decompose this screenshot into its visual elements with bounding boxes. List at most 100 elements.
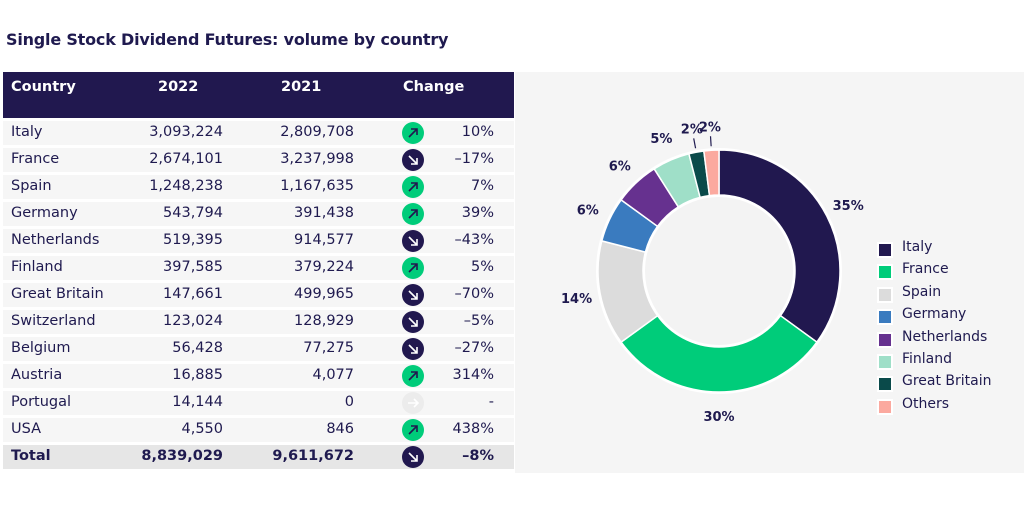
country-cell: Belgium (11, 340, 71, 356)
volume-table: Country 2022 2021 Change Italy 3,093,224 2… (3, 72, 514, 469)
country-cell: Italy (11, 124, 43, 140)
slice-label: 5% (650, 132, 672, 147)
volume-2022-cell: 8,839,029 (141, 448, 223, 464)
legend-swatch (877, 353, 893, 370)
legend-swatch (877, 376, 893, 393)
legend-swatch (877, 331, 893, 348)
volume-2022-cell: 147,661 (163, 286, 223, 302)
slice-label: 2% (699, 120, 721, 135)
country-cell: Spain (11, 178, 52, 194)
volume-2022-cell: 2,674,101 (149, 151, 223, 167)
country-cell: Portugal (11, 394, 72, 410)
table-header: Country 2022 2021 Change (3, 72, 514, 118)
arrow-down-right-icon (402, 338, 424, 360)
volume-2021-cell: 128,929 (294, 313, 354, 329)
arrow-down-right-icon (402, 284, 424, 306)
volume-2022-cell: 543,794 (163, 205, 223, 221)
legend-swatch (877, 286, 893, 303)
legend-label: Italy (902, 239, 933, 255)
arrow-up-right-icon (402, 203, 424, 225)
slice-label: 6% (609, 159, 631, 174)
change-cell: –8% (462, 448, 494, 464)
slice-label: 30% (703, 410, 734, 425)
change-cell: 7% (470, 178, 494, 194)
volume-2021-cell: 846 (326, 421, 354, 437)
volume-2021-cell: 391,438 (294, 205, 354, 221)
table-row: Spain 1,248,238 1,167,635 7% (3, 175, 514, 199)
legend-swatch (877, 264, 893, 281)
table-row: France 2,674,101 3,237,998 –17% (3, 148, 514, 172)
change-cell: –27% (454, 340, 494, 356)
legend-label: Spain (902, 283, 942, 300)
table-row: Belgium 56,428 77,275 –27% (3, 337, 514, 361)
volume-2022-cell: 397,585 (163, 259, 223, 275)
volume-2022-cell: 123,024 (163, 313, 223, 329)
header-country: Country (11, 79, 76, 95)
country-cell: Germany (11, 205, 78, 221)
legend-label: Great Britain (902, 373, 992, 390)
change-cell: 39% (461, 205, 494, 221)
arrow-up-right-icon (402, 419, 424, 441)
volume-2022-cell: 1,248,238 (149, 178, 223, 194)
chart-title: Single Stock Dividend Futures: volume by… (6, 30, 449, 49)
label-leader-line (693, 138, 697, 149)
change-cell: 314% (452, 367, 494, 383)
table-row: Austria 16,885 4,077 314% (3, 364, 514, 388)
change-cell: –17% (454, 151, 494, 167)
volume-2022-cell: 56,428 (172, 340, 223, 356)
donut-chart: 35% 30% 14% 6% 6% 5% 2%2% (561, 120, 864, 425)
change-cell: - (488, 394, 494, 410)
volume-2021-cell: 77,275 (303, 340, 354, 356)
volume-2022-cell: 14,144 (172, 394, 223, 410)
slice-label: 35% (833, 199, 864, 214)
volume-2022-cell: 3,093,224 (149, 124, 223, 140)
country-cell: France (11, 151, 60, 167)
arrow-up-right-icon (402, 365, 424, 387)
change-cell: –43% (454, 232, 494, 248)
slice-label: 6% (577, 203, 599, 218)
legend-label: Germany (902, 306, 967, 323)
legend-label: Others (902, 395, 950, 412)
total-row: Total 8,839,029 9,611,672 –8% (3, 445, 514, 469)
header-2021: 2021 (281, 79, 322, 95)
arrow-down-right-icon (402, 311, 424, 333)
country-cell: Switzerland (11, 313, 96, 329)
arrow-up-right-icon (402, 176, 424, 198)
table-row: Germany 543,794 391,438 39% (3, 202, 514, 226)
arrow-down-right-icon (402, 446, 424, 468)
volume-2022-cell: 4,550 (181, 421, 223, 437)
arrow-down-right-icon (402, 149, 424, 171)
table-row: Netherlands 519,395 914,577 –43% (3, 229, 514, 253)
change-cell: –5% (463, 313, 494, 329)
table-row: USA 4,550 846 438% (3, 418, 514, 442)
header-change: Change (403, 79, 465, 95)
change-cell: 5% (470, 259, 494, 275)
volume-2021-cell: 914,577 (294, 232, 354, 248)
table-row: Great Britain 147,661 499,965 –70% (3, 283, 514, 307)
change-cell: –70% (454, 286, 494, 302)
arrow-up-right-icon (402, 257, 424, 279)
legend-swatch (877, 309, 893, 326)
volume-2021-cell: 0 (344, 394, 354, 410)
slice-label: 14% (561, 292, 592, 307)
table-row: Portugal 14,144 0 - (3, 391, 514, 415)
table-row: Finland 397,585 379,224 5% (3, 256, 514, 280)
arrow-right-icon (402, 392, 424, 414)
country-cell: Great Britain (11, 286, 104, 302)
change-cell: 438% (452, 421, 494, 437)
label-leader-line (709, 136, 712, 147)
change-cell: 10% (461, 124, 494, 140)
donut-hole (643, 195, 795, 347)
table-body: Italy 3,093,224 2,809,708 10% France 2,674,10… (3, 121, 514, 469)
volume-2022-cell: 519,395 (163, 232, 223, 248)
table-row: Italy 3,093,224 2,809,708 10% (3, 121, 514, 145)
country-cell: Netherlands (11, 232, 100, 248)
volume-2022-cell: 16,885 (172, 367, 223, 383)
volume-2021-cell: 3,237,998 (280, 151, 354, 167)
volume-2021-cell: 9,611,672 (272, 448, 354, 464)
arrow-up-right-icon (402, 122, 424, 144)
header-2022: 2022 (158, 79, 199, 95)
volume-2021-cell: 4,077 (312, 367, 354, 383)
volume-2021-cell: 1,167,635 (280, 178, 354, 194)
country-cell: Austria (11, 367, 63, 383)
